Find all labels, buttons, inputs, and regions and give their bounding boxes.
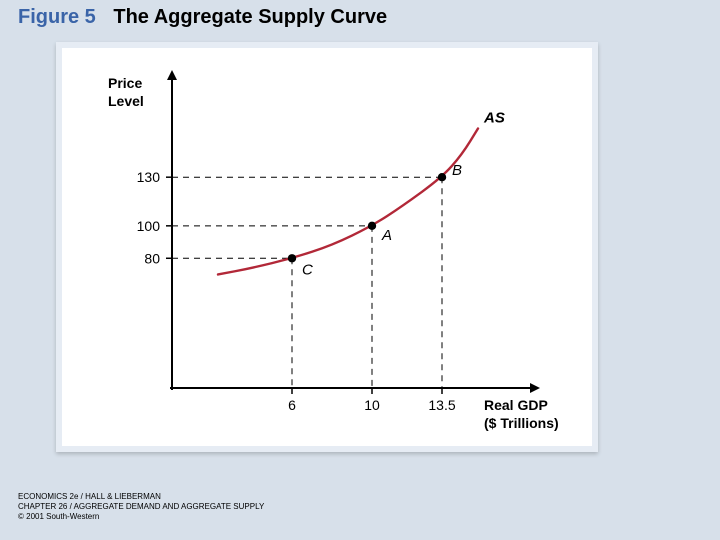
footer-line-1: ECONOMICS 2e / HALL & LIEBERMAN (18, 492, 264, 502)
svg-text:100: 100 (137, 218, 161, 234)
svg-text:C: C (302, 261, 313, 278)
footer-line-3: © 2001 South-Western (18, 512, 264, 522)
svg-text:Real GDP: Real GDP (484, 397, 548, 413)
svg-text:6: 6 (288, 397, 296, 413)
figure-title-line: Figure 5 The Aggregate Supply Curve (18, 6, 387, 29)
svg-text:($ Trillions): ($ Trillions) (484, 415, 559, 431)
figure-title-text: The Aggregate Supply Curve (113, 6, 387, 28)
footer-credits: ECONOMICS 2e / HALL & LIEBERMAN CHAPTER … (18, 492, 264, 522)
footer-line-2: CHAPTER 26 / AGGREGATE DEMAND AND AGGREG… (18, 502, 264, 512)
chart-panel: 130 100 80 6 10 13.5 AS C A B Price Level Real GDP ($… (56, 42, 598, 452)
svg-text:Level: Level (108, 93, 144, 109)
figure-number: Figure 5 (18, 6, 96, 28)
svg-text:10: 10 (364, 397, 380, 413)
svg-text:80: 80 (144, 250, 160, 266)
slide-container: Figure 5 The Aggregate Supply Curve 1301… (0, 0, 720, 540)
as-curve-chart: 130 100 80 6 10 13.5 AS C A B Price Level Real GDP ($… (62, 48, 592, 446)
svg-text:AS: AS (483, 110, 505, 127)
svg-text:B: B (452, 162, 462, 179)
chart-plot-area: 130 100 80 6 10 13.5 AS C A B Price Level Real GDP ($… (62, 48, 592, 446)
svg-text:13.5: 13.5 (428, 397, 455, 413)
svg-text:130: 130 (137, 169, 161, 185)
svg-text:Price: Price (108, 75, 142, 91)
svg-text:A: A (381, 227, 392, 244)
